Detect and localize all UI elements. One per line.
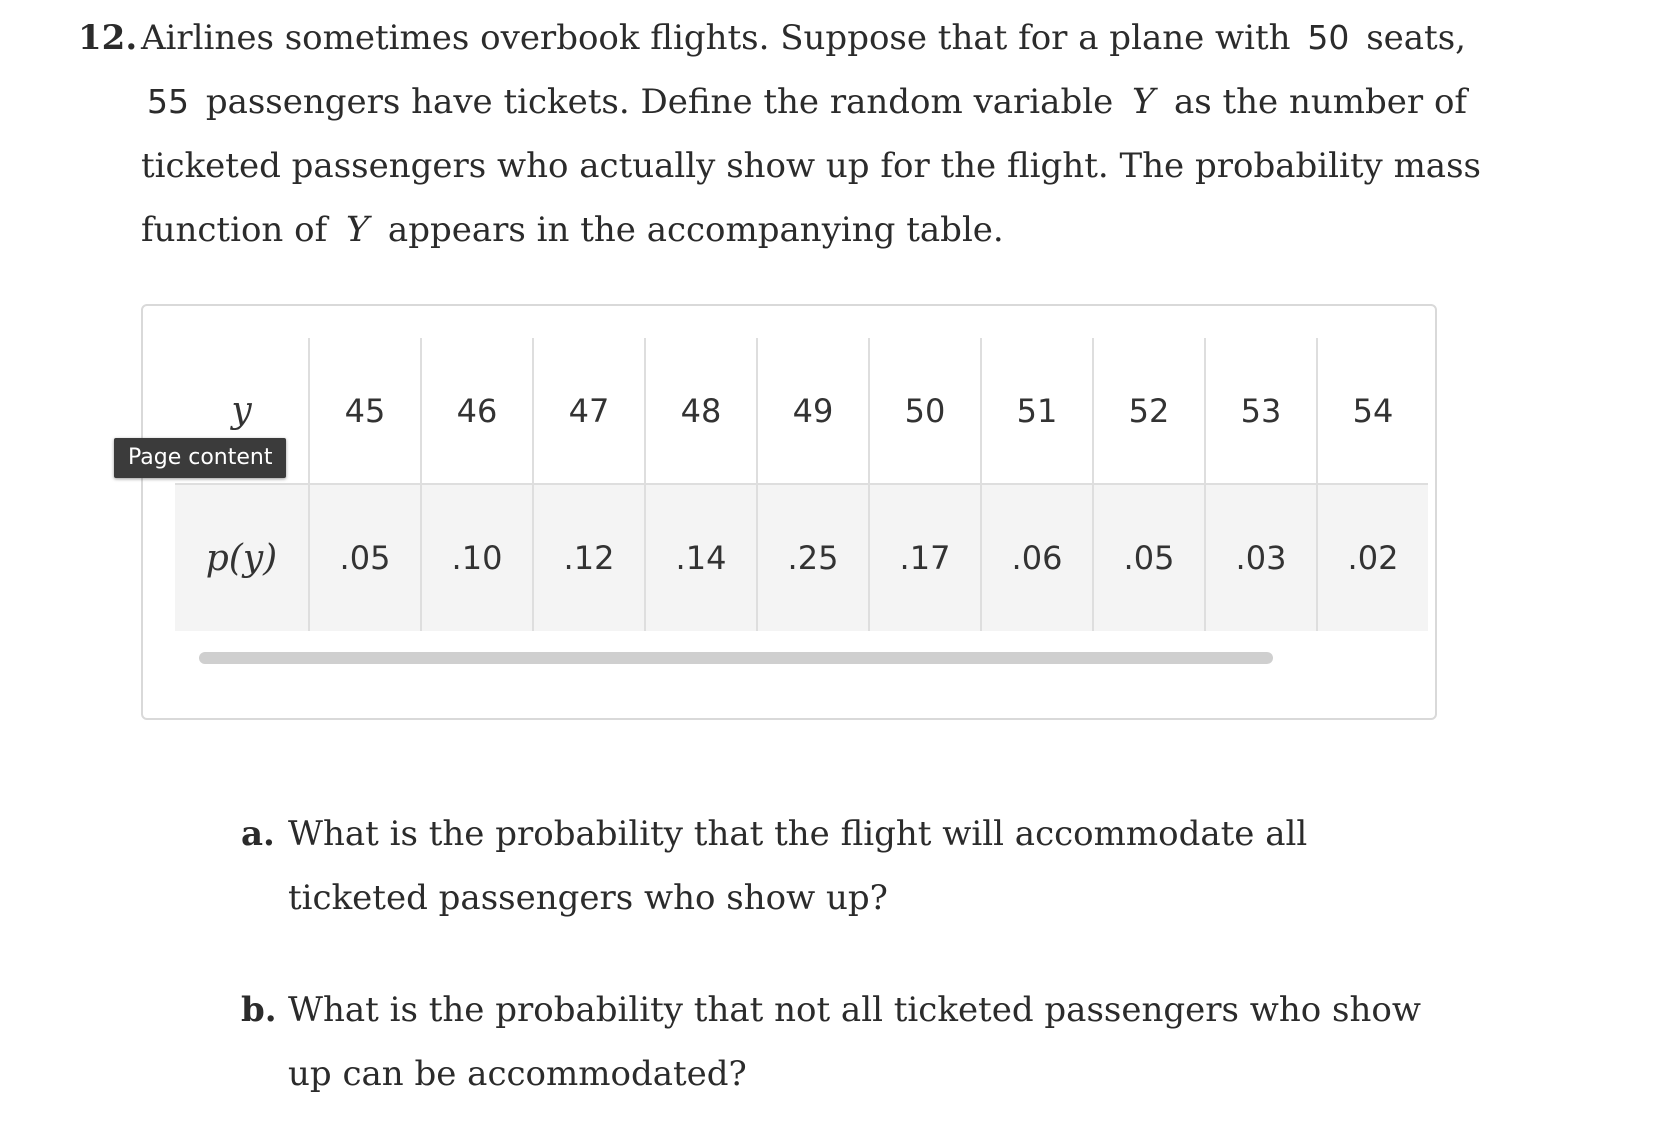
y-cell: 46 <box>420 338 533 484</box>
problem-text-part-4: as the number of ticketed passengers who… <box>141 82 1481 250</box>
row-header-p: p(y) <box>175 483 309 631</box>
y-cell: 53 <box>1204 338 1317 484</box>
table-row-y: y 45 46 47 48 49 50 51 52 53 54 <box>175 338 1428 484</box>
table-row-p: p(y) .05 .10 .12 .14 .25 .17 .06 .05 .03… <box>175 483 1428 631</box>
table-container: y 45 46 47 48 49 50 51 52 53 54 p(y) .05… <box>141 304 1437 720</box>
problem-text-part-2: seats, <box>1366 18 1466 58</box>
y-cell: 51 <box>980 338 1093 484</box>
y-cell: 52 <box>1092 338 1205 484</box>
y-cell: 49 <box>756 338 869 484</box>
p-cell: .03 <box>1204 483 1317 631</box>
p-cell: .14 <box>644 483 757 631</box>
problem-text-part-3: passengers have tickets. Define the rand… <box>205 82 1114 122</box>
p-cell: .10 <box>420 483 533 631</box>
horizontal-scrollbar[interactable] <box>199 652 1273 664</box>
question-b-letter: b. <box>241 990 277 1030</box>
p-cell: .25 <box>756 483 869 631</box>
p-cell: .05 <box>1092 483 1205 631</box>
question-a-text: What is the probability that the flight … <box>288 814 1308 918</box>
variable-y-2: Y <box>346 210 370 250</box>
tickets-number: 55 <box>147 82 189 121</box>
question-a-letter: a. <box>241 814 275 854</box>
y-cell: 47 <box>532 338 645 484</box>
y-cell: 48 <box>644 338 757 484</box>
p-cell: .02 <box>1316 483 1428 631</box>
problem-text-part-5: appears in the accompanying table. <box>387 210 1004 250</box>
question-b-text: What is the probability that not all tic… <box>288 990 1421 1094</box>
y-cell: 45 <box>308 338 421 484</box>
problem-text: Airlines sometimes overbook flights. Sup… <box>141 6 1521 262</box>
p-cell: .17 <box>868 483 981 631</box>
y-cell: 54 <box>1316 338 1428 484</box>
page-content-tooltip: Page content <box>114 438 287 478</box>
variable-y: Y <box>1132 82 1156 122</box>
p-cell: .06 <box>980 483 1093 631</box>
seats-number: 50 <box>1307 18 1350 57</box>
row-header-y: y <box>231 390 252 431</box>
problem-text-part-1: Airlines sometimes overbook flights. Sup… <box>141 18 1291 58</box>
p-cell: .05 <box>308 483 421 631</box>
problem-number: 12. <box>78 18 138 58</box>
pmf-table: y 45 46 47 48 49 50 51 52 53 54 p(y) .05… <box>175 338 1428 631</box>
p-cell: .12 <box>532 483 645 631</box>
y-cell: 50 <box>868 338 981 484</box>
